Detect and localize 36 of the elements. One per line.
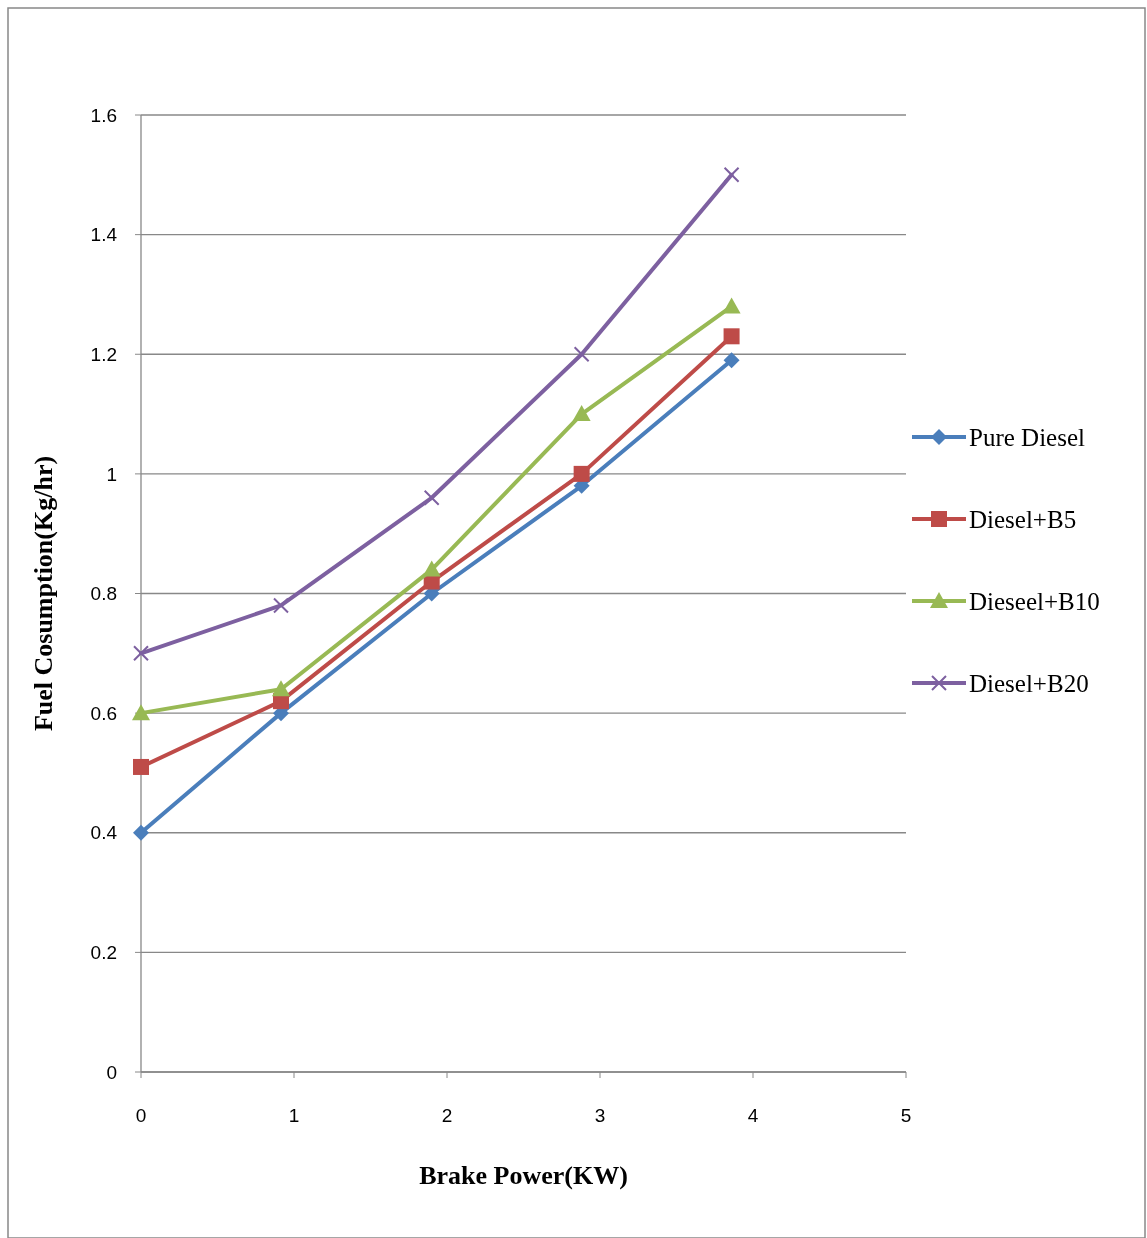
point	[723, 352, 740, 369]
x-tick-label: 4	[747, 1105, 759, 1126]
y-tick-label: 1.4	[90, 224, 118, 246]
point	[723, 166, 740, 183]
point	[133, 645, 149, 662]
x-tick-label: 1	[288, 1105, 300, 1126]
point	[272, 680, 290, 697]
legend-label: Pure Diesel	[969, 423, 1085, 451]
x-tick-label: 2	[441, 1105, 453, 1126]
point	[573, 346, 590, 363]
point	[573, 465, 590, 482]
y-tick-label: 0.6	[90, 702, 117, 724]
x-tick-label: 0	[135, 1105, 147, 1126]
point	[133, 824, 149, 841]
legend-label: Diesel+B20	[969, 669, 1089, 697]
legend-label: Diesel+B5	[969, 505, 1077, 533]
x-tick-label: 3	[594, 1105, 606, 1126]
point	[422, 560, 441, 577]
x-axis-title: Brake Power(KW)	[419, 1161, 628, 1190]
point	[722, 297, 741, 314]
point	[423, 489, 440, 506]
y-tick-label: 0.2	[90, 942, 117, 964]
point	[273, 597, 289, 614]
y-tick-label: 1.6	[90, 104, 117, 126]
y-tick-label: 0.8	[90, 583, 117, 605]
point	[133, 758, 149, 775]
x-tick-label: 5	[900, 1105, 912, 1126]
y-tick-label: 0	[106, 1061, 117, 1083]
point	[132, 704, 150, 721]
y-tick-label: 1	[106, 463, 117, 485]
point	[572, 405, 591, 422]
y-tick-label: 0.4	[90, 822, 118, 844]
y-axis-title: Fuel Cosumption(Kg/hr)	[29, 455, 58, 732]
y-tick-label: 1.2	[90, 343, 117, 365]
point	[723, 328, 740, 345]
legend-label: Dieseel+B10	[969, 587, 1100, 615]
